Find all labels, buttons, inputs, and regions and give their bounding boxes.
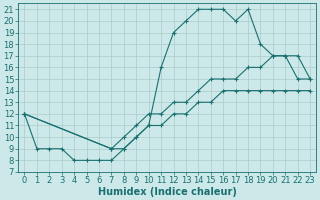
X-axis label: Humidex (Indice chaleur): Humidex (Indice chaleur): [98, 187, 237, 197]
